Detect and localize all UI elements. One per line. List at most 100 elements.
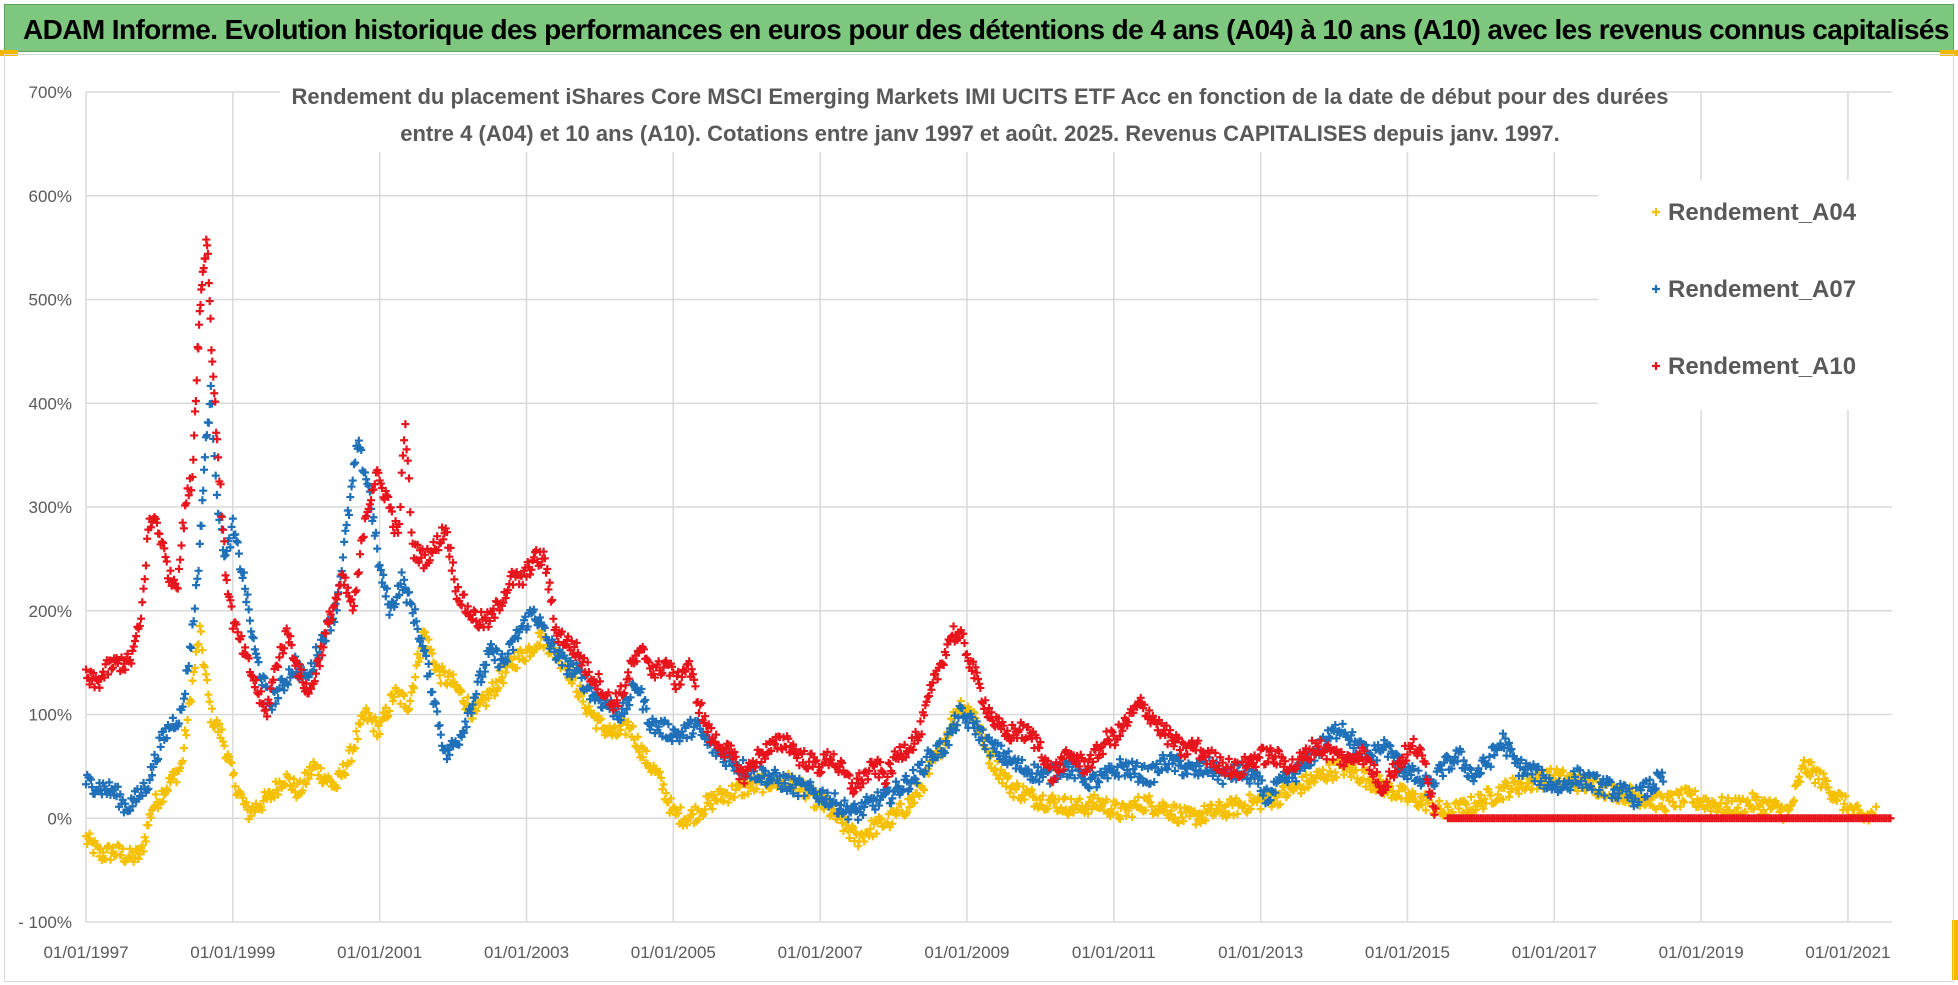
data-point (272, 786, 281, 795)
data-point (545, 578, 554, 587)
data-point (186, 642, 195, 651)
data-point (199, 486, 208, 495)
data-point (544, 585, 553, 594)
data-point (498, 673, 507, 682)
data-point (201, 670, 210, 679)
corner-mark (1952, 920, 1958, 980)
data-point (406, 696, 415, 705)
x-tick-label: 01/01/1997 (43, 943, 128, 962)
data-point (401, 420, 410, 429)
x-tick-label: 01/01/2017 (1512, 943, 1597, 962)
data-point (549, 614, 558, 623)
data-point (413, 650, 422, 659)
data-point (144, 821, 153, 830)
data-point (316, 764, 325, 773)
data-point (490, 691, 499, 700)
data-point (449, 670, 458, 679)
data-point (219, 737, 228, 746)
data-point (200, 453, 209, 462)
data-point (258, 805, 267, 814)
data-point (238, 573, 247, 582)
data-point (156, 742, 165, 751)
data-point (389, 697, 398, 706)
data-point (118, 844, 127, 853)
data-point (676, 680, 685, 689)
data-point (227, 522, 236, 531)
data-point (456, 685, 465, 694)
data-point (405, 474, 414, 483)
data-point (197, 281, 206, 290)
data-point (163, 786, 172, 795)
data-point (364, 709, 373, 718)
series-layer (82, 235, 1895, 866)
data-point (203, 241, 212, 250)
data-point (457, 687, 466, 696)
data-point (397, 568, 406, 577)
data-point (345, 510, 354, 519)
data-point (288, 782, 297, 791)
y-tick-label: 600% (29, 187, 72, 206)
data-point (1438, 771, 1447, 780)
data-point (221, 571, 230, 580)
data-point (178, 518, 187, 527)
data-point (494, 684, 503, 693)
data-point (208, 357, 217, 366)
y-tick-label: 300% (29, 498, 72, 517)
data-point (962, 650, 971, 659)
data-point (138, 598, 147, 607)
data-point (95, 683, 104, 692)
data-point (424, 659, 433, 668)
data-point (222, 575, 231, 584)
data-point (369, 727, 378, 736)
y-tick-label: 500% (29, 291, 72, 310)
data-point (424, 635, 433, 644)
data-point (238, 793, 247, 802)
data-point (85, 829, 94, 838)
data-point (225, 752, 234, 761)
data-point (438, 662, 447, 671)
data-point (854, 815, 863, 824)
page-title: ADAM Informe. Evolution historique des p… (23, 14, 1949, 45)
data-point (1218, 779, 1227, 788)
data-point (594, 670, 603, 679)
data-point (351, 744, 360, 753)
data-point (499, 679, 508, 688)
legend-label: Rendement_A07 (1668, 276, 1856, 303)
data-point (198, 496, 207, 505)
data-point (347, 757, 356, 766)
series-rendement-a04 (82, 622, 1881, 866)
data-point (181, 726, 190, 735)
data-point (159, 797, 168, 806)
data-point (307, 770, 316, 779)
y-tick-label: 700% (29, 83, 72, 102)
data-point (909, 766, 918, 775)
data-point (227, 758, 236, 767)
data-point (204, 690, 213, 699)
data-point (548, 595, 557, 604)
data-point (444, 672, 453, 681)
data-point (1256, 805, 1265, 814)
data-point (176, 555, 185, 564)
data-point (106, 855, 115, 864)
x-tick-label: 01/01/2019 (1659, 943, 1744, 962)
data-point (234, 549, 243, 558)
data-point (420, 628, 429, 637)
data-point (830, 789, 839, 798)
data-point (347, 482, 356, 491)
data-point (194, 344, 203, 353)
data-point (887, 799, 896, 808)
data-point (252, 799, 261, 808)
data-point (176, 763, 185, 772)
data-point (405, 704, 414, 713)
data-point (484, 694, 493, 703)
data-point (172, 778, 181, 787)
corner-mark (0, 50, 18, 56)
data-point (397, 468, 406, 477)
data-point (166, 566, 175, 575)
data-point (140, 833, 149, 842)
data-point (162, 557, 171, 566)
x-tick-label: 01/01/2001 (337, 943, 422, 962)
data-point (353, 570, 362, 579)
x-tick-label: 01/01/2007 (778, 943, 863, 962)
